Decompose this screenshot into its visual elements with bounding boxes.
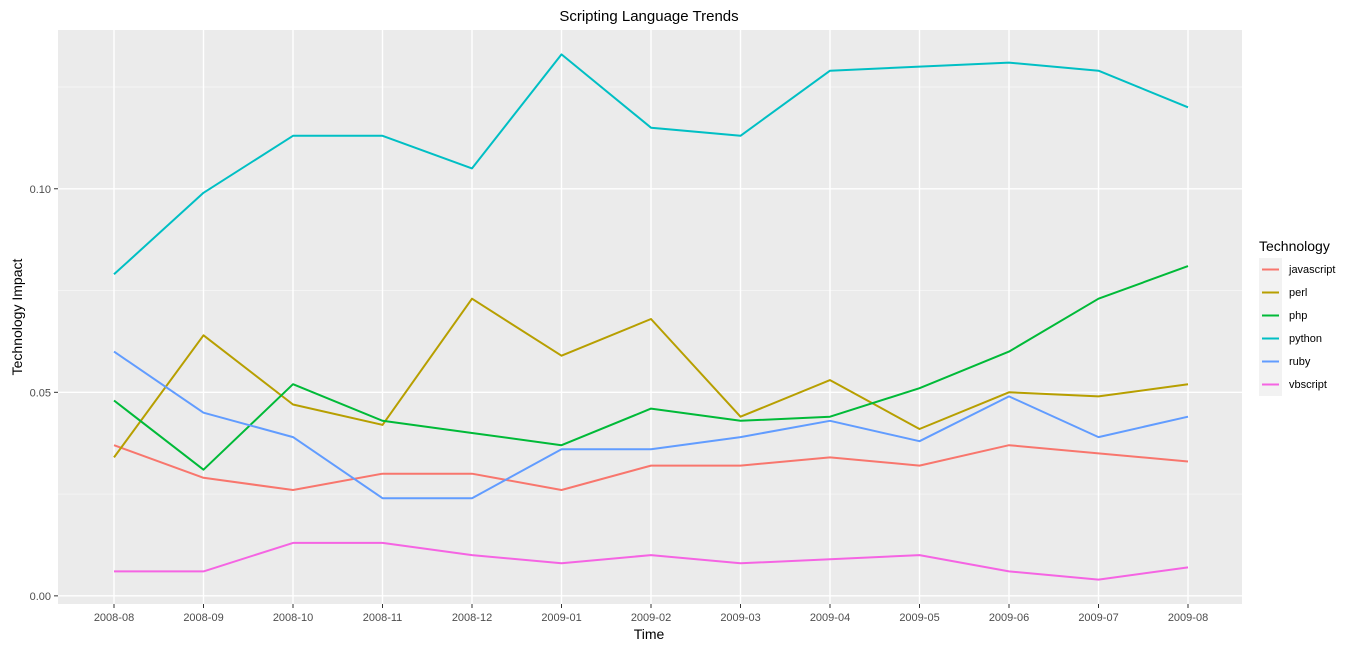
- legend: Technology javascript perl php python ruby vb…: [1259, 238, 1335, 396]
- y-tick-label: 0.00: [30, 591, 51, 603]
- x-tick-label: 2009-05: [899, 612, 939, 624]
- x-tick-label: 2008-08: [94, 612, 134, 624]
- x-tick-label: 2009-04: [810, 612, 850, 624]
- legend-label-php: php: [1289, 310, 1307, 322]
- y-tick-label: 0.05: [30, 387, 51, 399]
- series-line-php: [113, 265, 1189, 471]
- series-line-python: [113, 53, 1189, 276]
- x-tick-label: 2008-11: [363, 612, 403, 624]
- x-tick-label: 2009-08: [1168, 612, 1208, 624]
- legend-label-ruby: ruby: [1289, 356, 1311, 368]
- x-tick-label: 2009-06: [989, 612, 1029, 624]
- legend-title: Technology: [1259, 238, 1330, 254]
- y-tick-label: 0.10: [30, 184, 51, 196]
- x-tick-label: 2009-07: [1078, 612, 1118, 624]
- series-line-ruby: [113, 350, 1189, 500]
- y-axis-title: Technology Impact: [9, 259, 25, 376]
- legend-items: javascript perl php python ruby vbscript: [1259, 258, 1335, 396]
- legend-label-vbscript: vbscript: [1289, 379, 1327, 391]
- x-tick-label: 2008-12: [452, 612, 492, 624]
- series-line-perl: [113, 297, 1189, 458]
- grid-minor: [58, 86, 1242, 495]
- x-tick-label: 2009-01: [541, 612, 581, 624]
- series-line-vbscript: [114, 541, 1189, 581]
- y-axis-ticks: 0.00 0.05 0.10: [30, 184, 58, 603]
- x-tick-label: 2009-02: [631, 612, 671, 624]
- x-tick-label: 2008-10: [273, 612, 313, 624]
- legend-label-javascript: javascript: [1288, 264, 1335, 276]
- plot-panel: [58, 30, 1242, 604]
- legend-label-perl: perl: [1289, 287, 1307, 299]
- grid-major: [58, 30, 1242, 604]
- legend-label-python: python: [1289, 333, 1322, 345]
- x-tick-label: 2008-09: [183, 612, 223, 624]
- x-tick-label: 2009-03: [720, 612, 760, 624]
- series-line-javascript: [113, 444, 1189, 491]
- x-axis-ticks: 2008-08 2008-09 2008-10 2008-11 2008-12 2009-…: [94, 604, 1208, 624]
- chart-title: Scripting Language Trends: [559, 8, 738, 25]
- x-axis-title: Time: [634, 626, 665, 642]
- series-lines: [113, 53, 1189, 581]
